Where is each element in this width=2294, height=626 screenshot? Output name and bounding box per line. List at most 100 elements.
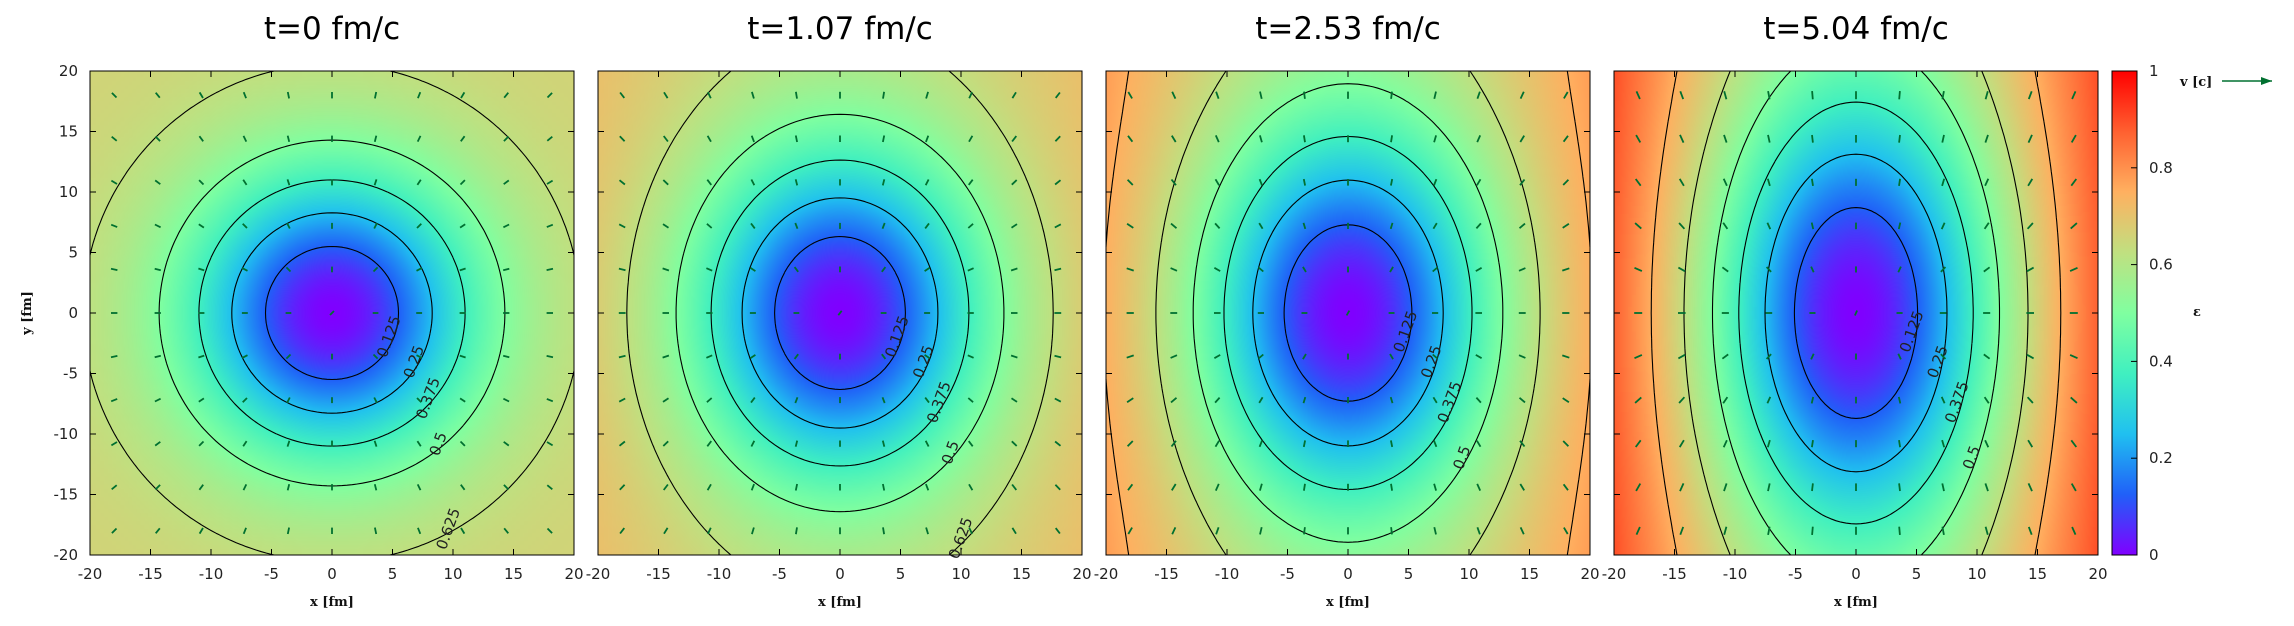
velocity-arrow bbox=[1171, 483, 1177, 491]
contour-line bbox=[198, 179, 466, 447]
colorbar-tick-label: 0.6 bbox=[2149, 256, 2173, 274]
velocity-arrow bbox=[1170, 354, 1178, 359]
velocity-arrow bbox=[1054, 91, 1061, 99]
velocity-arrow bbox=[1390, 135, 1393, 143]
contour-line bbox=[1738, 101, 1974, 525]
velocity-arrows bbox=[1126, 91, 1570, 535]
velocity-arrow bbox=[1475, 396, 1482, 404]
velocity-arrow bbox=[706, 267, 713, 272]
velocity-arrow bbox=[198, 354, 205, 359]
velocity-arrow bbox=[1302, 222, 1307, 230]
panel-title: t=0 fm/c bbox=[264, 11, 400, 47]
velocity-arrow bbox=[459, 354, 466, 359]
velocity-arrow bbox=[1011, 527, 1017, 535]
velocity-arrow bbox=[1010, 267, 1018, 272]
velocity-arrow bbox=[1302, 396, 1307, 404]
velocity-arrow bbox=[154, 223, 161, 229]
velocity-arrow bbox=[111, 527, 118, 534]
contour-line bbox=[626, 70, 1054, 556]
velocity-arrow bbox=[1678, 396, 1686, 404]
velocity-arrow bbox=[1722, 396, 1729, 404]
velocity-arrow bbox=[2070, 396, 2078, 404]
velocity-arrow bbox=[110, 441, 118, 447]
x-tick-label: 5 bbox=[1404, 565, 1414, 583]
velocity-arrow bbox=[242, 527, 247, 535]
velocity-arrow bbox=[662, 223, 669, 229]
colorbar-bar bbox=[2111, 70, 2138, 556]
velocity-arrow bbox=[794, 179, 799, 186]
velocity-arrow bbox=[1854, 310, 1858, 316]
velocity-arrow bbox=[1170, 267, 1178, 272]
velocity-arrow bbox=[460, 527, 466, 535]
contour-line bbox=[231, 212, 433, 414]
velocity-arrow bbox=[198, 223, 205, 229]
velocity-arrow bbox=[1011, 223, 1018, 229]
velocity-legend-label: v [c] bbox=[2179, 75, 2212, 90]
velocity-arrow bbox=[1562, 223, 1570, 229]
contour-line bbox=[264, 245, 400, 381]
velocity-arrow bbox=[1433, 483, 1437, 491]
velocity-arrow bbox=[373, 397, 378, 404]
y-ticks bbox=[1614, 70, 2098, 556]
velocity-arrow bbox=[794, 135, 798, 143]
x-axis-label: x [fm] bbox=[310, 595, 354, 610]
velocity-arrow bbox=[242, 135, 248, 142]
velocity-arrow bbox=[503, 179, 510, 185]
velocity-arrow bbox=[1433, 91, 1437, 100]
velocity-arrow bbox=[1433, 526, 1437, 535]
velocity-arrow bbox=[1635, 526, 1641, 535]
velocity-arrow bbox=[1810, 222, 1815, 230]
x-ticks: -20 -15 -10 -5 0 5 10 15 20 bbox=[1602, 71, 2108, 583]
velocity-arrow bbox=[1767, 90, 1771, 100]
velocity-arrow bbox=[618, 267, 626, 272]
velocity-arrow bbox=[1389, 396, 1394, 404]
velocity-arrow bbox=[546, 179, 554, 185]
velocity-arrow bbox=[1257, 353, 1264, 360]
velocity-arrow bbox=[1518, 354, 1526, 359]
velocity-arrow bbox=[924, 354, 931, 359]
velocity-arrow bbox=[1634, 354, 1643, 360]
x-tick-label: -20 bbox=[1094, 565, 1119, 583]
velocity-arrow bbox=[329, 310, 335, 316]
velocity-arrow bbox=[619, 484, 626, 491]
velocity-arrow bbox=[1476, 135, 1482, 143]
x-tick-label: -20 bbox=[78, 565, 103, 583]
velocity-arrow bbox=[1767, 483, 1771, 492]
velocity-arrow bbox=[881, 396, 886, 404]
velocity-arrow bbox=[1765, 266, 1772, 273]
contour-line bbox=[1192, 83, 1504, 543]
velocity-arrow bbox=[1215, 526, 1220, 535]
velocity-arrow bbox=[1476, 440, 1482, 448]
x-tick-label: -5 bbox=[1788, 565, 1803, 583]
velocity-arrow bbox=[1562, 135, 1569, 143]
velocity-arrow bbox=[662, 179, 669, 186]
velocity-arrow bbox=[881, 179, 886, 186]
x-tick-label: -10 bbox=[707, 565, 732, 583]
velocity-arrow bbox=[1213, 354, 1221, 359]
velocity-arrow bbox=[460, 91, 466, 99]
x-tick-label: 15 bbox=[504, 565, 523, 583]
velocity-arrow bbox=[1519, 527, 1525, 535]
velocity-arrow bbox=[1433, 440, 1438, 448]
velocity-arrow bbox=[795, 91, 798, 99]
velocity-arrow bbox=[1766, 222, 1772, 230]
velocity-arrow bbox=[1722, 439, 1728, 448]
velocity-arrow bbox=[459, 440, 466, 447]
velocity-arrow bbox=[1679, 483, 1685, 492]
velocity-arrow bbox=[459, 397, 466, 403]
y-tick-label: 15 bbox=[59, 123, 78, 141]
velocity-arrow bbox=[2070, 222, 2078, 230]
velocity-arrow bbox=[882, 527, 885, 535]
velocity-arrow bbox=[155, 527, 161, 534]
velocity-arrow bbox=[241, 354, 248, 359]
velocity-arrow bbox=[1127, 527, 1133, 535]
velocity-arrow bbox=[1259, 483, 1263, 491]
velocity-arrow bbox=[2027, 526, 2033, 536]
velocity-arrow bbox=[1215, 91, 1220, 100]
velocity-arrow bbox=[1518, 222, 1526, 229]
velocity-legend: v [c] bbox=[2179, 75, 2272, 90]
velocity-arrow bbox=[1302, 440, 1306, 448]
velocity-arrow bbox=[1126, 267, 1134, 272]
velocity-arrow bbox=[1810, 396, 1815, 404]
y-tick-label: -5 bbox=[63, 365, 78, 383]
